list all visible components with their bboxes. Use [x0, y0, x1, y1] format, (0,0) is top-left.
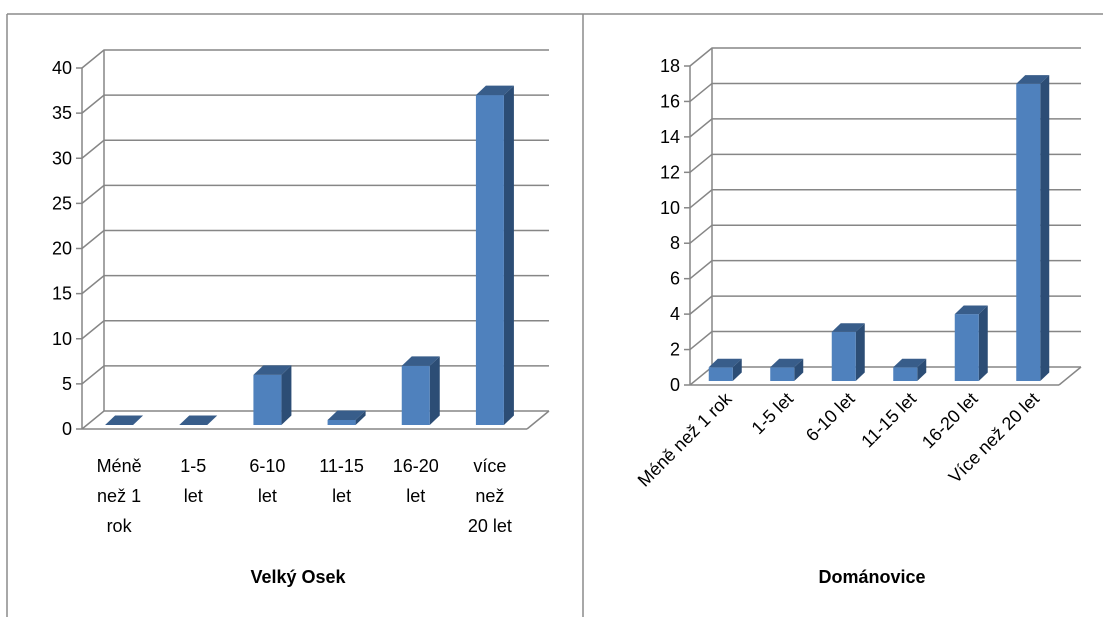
bar [954, 305, 988, 381]
gridline [689, 47, 1081, 67]
x-axis-title: Dománovice [818, 567, 925, 587]
gridline [81, 184, 549, 204]
bar-side [281, 365, 292, 425]
bar-side [978, 305, 988, 381]
gridline [81, 365, 549, 385]
gridline [689, 224, 1081, 244]
bar [893, 358, 927, 381]
bar-front [475, 95, 504, 425]
bar-top [1016, 75, 1050, 84]
y-tick-label: 14 [660, 127, 680, 147]
x-category-label: Méně než 1 rok [634, 388, 737, 491]
x-category-label: 6-10 let [802, 389, 859, 446]
bar-side [1040, 75, 1050, 381]
bar [1016, 75, 1050, 381]
gridline [689, 295, 1081, 315]
y-tick-label: 0 [670, 375, 680, 395]
y-tick-label: 10 [52, 329, 72, 349]
gridline [81, 139, 549, 159]
bar-side [429, 356, 440, 425]
gridline [689, 189, 1081, 209]
x-category-label: 16-20 let [918, 389, 982, 453]
bar-front [831, 331, 856, 381]
y-tick-label: 40 [52, 58, 72, 78]
y-tick-label: 25 [52, 193, 72, 213]
bar [253, 365, 292, 425]
gridline [81, 274, 549, 295]
chart-velky-osek: 0 5 10 15 20 25 30 35 40 Méně než 1 rok 1-5 let 6-10 le… [52, 49, 550, 587]
y-tick-label: 30 [52, 148, 72, 168]
bar [831, 323, 865, 381]
bar-top [893, 358, 927, 368]
y-tick-label: 35 [52, 103, 72, 123]
bar-side [855, 323, 865, 381]
bar-top [105, 415, 144, 425]
gridline [81, 410, 549, 430]
y-tick-label: 10 [660, 198, 680, 218]
bar-side [794, 358, 804, 381]
bar [401, 356, 440, 425]
bar-top [831, 323, 865, 332]
bar-front [893, 367, 918, 381]
bar-top [327, 410, 366, 420]
gridline [689, 82, 1081, 103]
y-tick-label: 18 [660, 56, 680, 76]
bar-top [770, 358, 804, 368]
bar-front [954, 314, 979, 381]
bar-front [708, 367, 733, 381]
bar [475, 85, 514, 425]
bar-top [954, 305, 988, 315]
bar-front [401, 365, 430, 425]
gridline [81, 229, 549, 250]
bar [105, 415, 144, 425]
x-category-label: 1-5 let [180, 456, 206, 506]
gridline [689, 118, 1081, 138]
x-category-label: 11-15 let [857, 389, 920, 452]
bar-side [732, 358, 742, 381]
bar-front [327, 419, 356, 425]
gridline [81, 49, 549, 69]
y-tick-label: 15 [52, 284, 72, 304]
bar-side [355, 410, 366, 425]
y-tick-label: 16 [660, 91, 680, 111]
chart-domanovice: 0 2 4 6 8 10 12 14 16 18 Méně než 1 rok 1-5 let 6-10… [634, 47, 1082, 587]
y-tick-label: 4 [670, 304, 680, 324]
bar-front [1016, 83, 1041, 381]
floor-right-edge [526, 410, 550, 430]
bar-side [917, 358, 927, 381]
bar-top [179, 415, 218, 425]
bar [327, 410, 366, 425]
x-category-label: 11-15 let [319, 456, 364, 506]
y-tick-label: 12 [660, 162, 680, 182]
y-tick-label: 0 [62, 419, 72, 439]
panel-frames [6, 13, 1103, 617]
x-category-label: 16-20 let [393, 456, 439, 506]
bar-front [253, 374, 282, 425]
bar [179, 415, 218, 425]
bar-front [770, 367, 795, 381]
bar [708, 358, 742, 381]
x-axis-title: Velký Osek [250, 567, 346, 587]
y-tick-label: 20 [52, 239, 72, 259]
bar-side [503, 85, 514, 425]
x-category-label: Méně než 1 rok [97, 456, 142, 536]
y-tick-label: 2 [670, 340, 680, 360]
x-category-label: 1-5 let [748, 389, 798, 439]
gridline [81, 94, 549, 114]
floor-right-edge [1058, 366, 1082, 386]
bar-top [475, 85, 514, 96]
gridline [81, 320, 549, 340]
y-tick-label: 6 [670, 269, 680, 289]
bar-top [253, 365, 292, 375]
gridline [689, 259, 1081, 280]
bar [770, 358, 804, 381]
y-tick-label: 8 [670, 233, 680, 253]
bar-top [401, 356, 440, 366]
x-category-label: více než 20 let [468, 456, 512, 536]
x-category-label: 6-10 let [249, 456, 285, 506]
y-tick-label: 5 [62, 374, 72, 394]
bar-top [708, 358, 742, 368]
gridline [689, 153, 1081, 173]
